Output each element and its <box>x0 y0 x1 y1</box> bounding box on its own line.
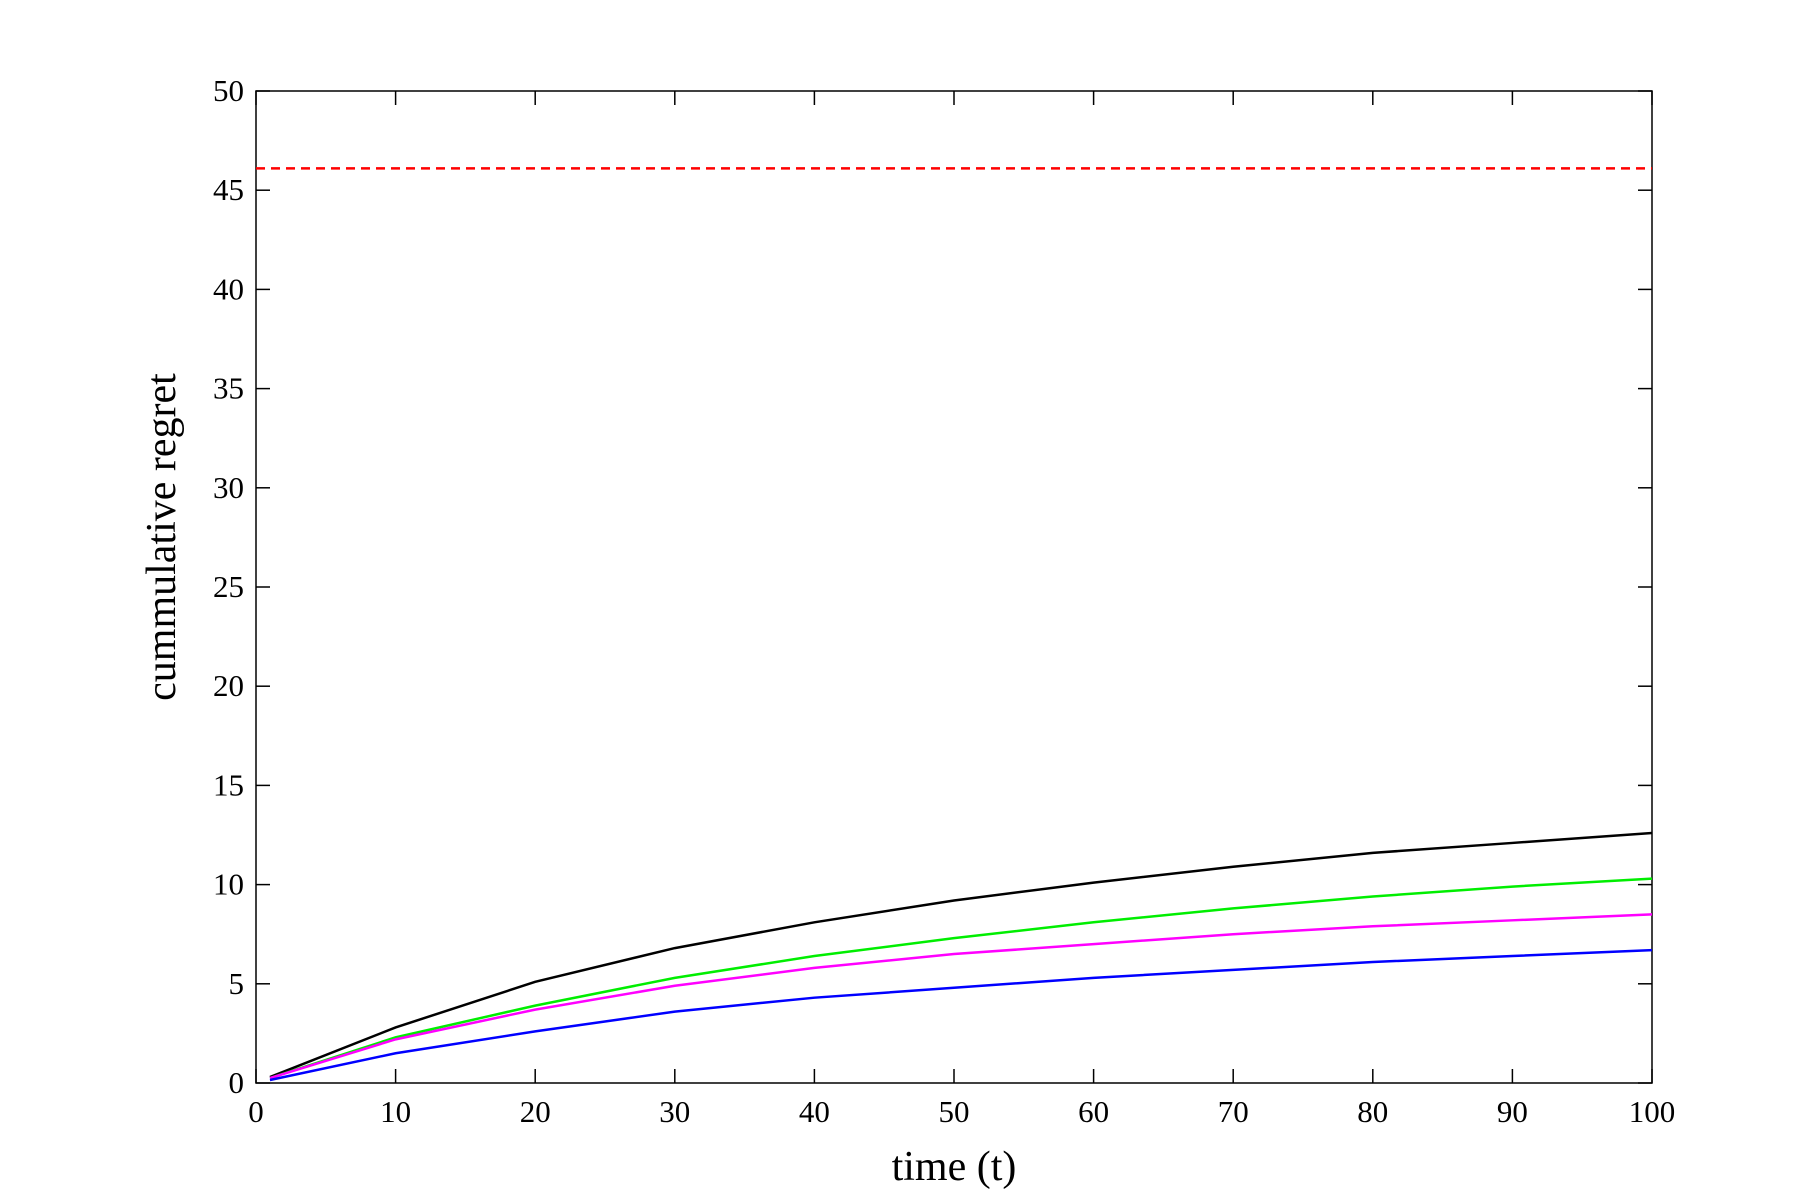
x-tick-label: 100 <box>1629 1094 1676 1129</box>
y-tick-label: 30 <box>213 470 244 505</box>
x-tick-label: 70 <box>1218 1094 1249 1129</box>
series-line <box>269 948 1653 1082</box>
x-tick-label: 40 <box>799 1094 830 1129</box>
y-tick-label: 15 <box>213 767 244 802</box>
x-tick-label: 50 <box>939 1094 970 1129</box>
y-axis-label: cummulative regret <box>139 373 185 701</box>
x-axis-label: time (t) <box>892 1144 1017 1190</box>
y-tick-label: 35 <box>213 371 244 406</box>
plot-frame <box>255 90 1653 1084</box>
y-tick-label: 5 <box>229 966 245 1001</box>
x-tick-label: 10 <box>380 1094 411 1129</box>
x-tick-label: 90 <box>1497 1094 1528 1129</box>
y-tick-label: 10 <box>213 867 244 902</box>
y-tick-label: 50 <box>213 73 244 108</box>
y-tick-label: 20 <box>213 668 244 703</box>
y-tick-label: 40 <box>213 271 244 306</box>
series-line <box>269 877 1653 1080</box>
x-tick-label: 20 <box>520 1094 551 1129</box>
series-line <box>269 831 1653 1079</box>
x-tick-label: 0 <box>248 1094 264 1129</box>
x-tick-label: 30 <box>659 1094 690 1129</box>
y-tick-label: 45 <box>213 172 244 207</box>
y-tick-label: 0 <box>229 1065 245 1100</box>
series-line <box>269 913 1653 1080</box>
x-tick-label: 80 <box>1357 1094 1388 1129</box>
y-tick-label: 25 <box>213 569 244 604</box>
x-tick-label: 60 <box>1078 1094 1109 1129</box>
